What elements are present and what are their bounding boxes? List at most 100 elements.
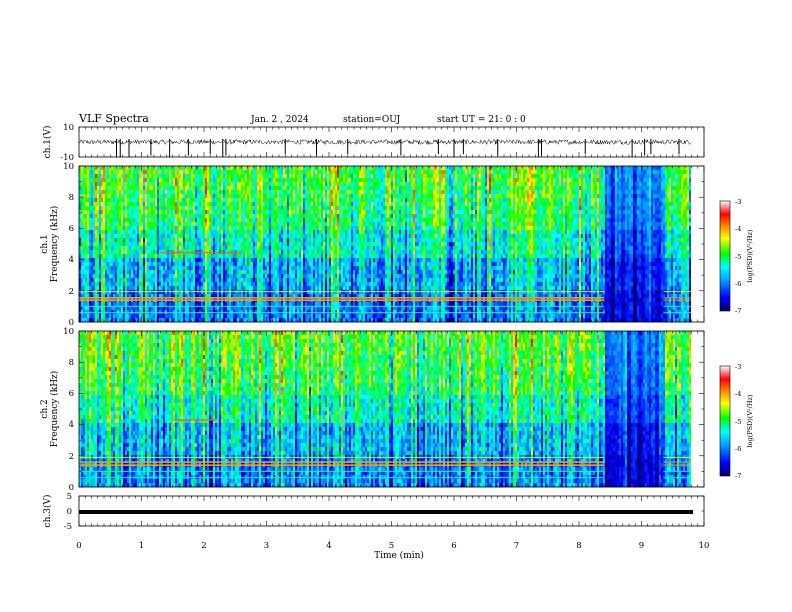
spectrogram-cell: [89, 210, 91, 215]
spectrogram-cell: [265, 258, 267, 263]
spectrogram-cell: [87, 234, 89, 239]
spectrogram-cell: [99, 258, 101, 263]
spectrogram-cell: [157, 274, 159, 279]
spectrogram-cell: [113, 282, 115, 287]
spectrogram-cell: [199, 254, 201, 259]
spectrogram-cell: [101, 314, 103, 319]
spectrogram-cell: [131, 262, 133, 267]
spectrogram-cell: [293, 290, 295, 295]
spectrogram-cell: [211, 202, 213, 207]
spectrogram-cell: [157, 226, 159, 231]
spectrogram-cell: [241, 242, 243, 247]
spectrogram-cell: [269, 190, 271, 195]
spectrogram-cell: [231, 170, 233, 175]
spectrogram-cell: [79, 214, 81, 219]
spectrogram-cell: [211, 270, 213, 275]
spectrogram-cell: [199, 214, 201, 219]
spectrogram-cell: [153, 178, 155, 183]
spectrogram-cell: [265, 274, 267, 279]
spectrogram-cell: [205, 242, 207, 247]
spectrogram-cell: [91, 170, 93, 175]
spectrogram-cell: [265, 222, 267, 227]
spectrogram-cell: [277, 258, 279, 263]
spectrogram-cell: [187, 290, 189, 295]
spectrogram-cell: [93, 202, 95, 207]
spectrogram-cell: [85, 282, 87, 287]
spectrogram-cell: [293, 286, 295, 291]
spectrogram-cell: [95, 302, 97, 307]
spectrogram-cell: [151, 190, 153, 195]
spectrogram-cell: [241, 254, 243, 259]
spectrogram-cell: [183, 302, 185, 307]
spectrogram-cell: [307, 222, 309, 227]
spectrogram-cell: [275, 282, 277, 287]
spectrogram-cell: [155, 230, 157, 235]
spectrogram-cell: [133, 182, 135, 187]
spectrogram-cell: [153, 174, 155, 179]
spectrogram-cell: [251, 202, 253, 207]
spectrogram-cell: [193, 294, 195, 299]
spectrogram-cell: [317, 218, 319, 223]
spectrogram-cell: [107, 210, 109, 215]
spectrogram-cell: [121, 206, 123, 211]
spectrogram-cell: [199, 182, 201, 187]
spectrogram-cell: [113, 206, 115, 211]
spectrogram-cell: [221, 198, 223, 203]
spectrogram-cell: [247, 214, 249, 219]
spectrogram-cell: [247, 278, 249, 283]
spectrogram-cell: [103, 286, 105, 291]
spectrogram-cell: [103, 274, 105, 279]
spectrogram-cell: [167, 302, 169, 307]
spectrogram-cell: [199, 302, 201, 307]
spectrogram-cell: [293, 246, 295, 251]
spectrogram-cell: [309, 290, 311, 295]
spectrogram-cell: [155, 274, 157, 279]
spectrogram-cell: [229, 266, 231, 271]
spectrogram-cell: [137, 246, 139, 251]
spectrogram-cell: [211, 206, 213, 211]
spectrogram-cell: [245, 274, 247, 279]
spectrogram-cell: [159, 186, 161, 191]
spectrogram-cell: [193, 222, 195, 227]
spectrogram-cell: [231, 226, 233, 231]
spectrogram-cell: [249, 222, 251, 227]
spectrogram-cell: [273, 174, 275, 179]
spectrogram-cell: [215, 290, 217, 295]
spectrogram-cell: [149, 258, 151, 263]
spectrogram-cell: [211, 286, 213, 291]
spectrogram-cell: [305, 282, 307, 287]
spectrogram-cell: [227, 178, 229, 183]
spectrogram-cell: [153, 294, 155, 299]
spectrogram-cell: [309, 282, 311, 287]
spectrogram-cell: [301, 170, 303, 175]
spectrogram-cell: [143, 194, 145, 199]
spectrogram-cell: [135, 238, 137, 243]
spectrogram-cell: [147, 246, 149, 251]
spectrogram-cell: [213, 302, 215, 307]
spectrogram-cell: [211, 318, 213, 323]
spectrogram-cell: [293, 306, 295, 311]
spectrogram-cell: [217, 278, 219, 283]
spectrogram-cell: [219, 258, 221, 263]
spectrogram-cell: [185, 206, 187, 211]
spectrogram-cell: [143, 182, 145, 187]
spectrogram-cell: [243, 278, 245, 283]
spectrogram-cell: [89, 270, 91, 275]
spectrogram-cell: [115, 218, 117, 223]
spectrogram-cell: [151, 266, 153, 271]
spectrogram-cell: [259, 214, 261, 219]
spectrogram-cell: [105, 294, 107, 299]
spectrogram-cell: [117, 214, 119, 219]
spectrogram-cell: [249, 194, 251, 199]
spectrogram-cell: [95, 286, 97, 291]
spectrogram-cell: [259, 302, 261, 307]
spectrogram-cell: [287, 282, 289, 287]
spectrogram-cell: [211, 258, 213, 263]
spectrogram-cell: [231, 286, 233, 291]
spectrogram-cell: [211, 218, 213, 223]
spectrogram-cell: [195, 222, 197, 227]
spectrogram-cell: [177, 234, 179, 239]
spectrogram-cell: [137, 222, 139, 227]
spectrogram-cell: [187, 206, 189, 211]
spectrogram-cell: [285, 170, 287, 175]
